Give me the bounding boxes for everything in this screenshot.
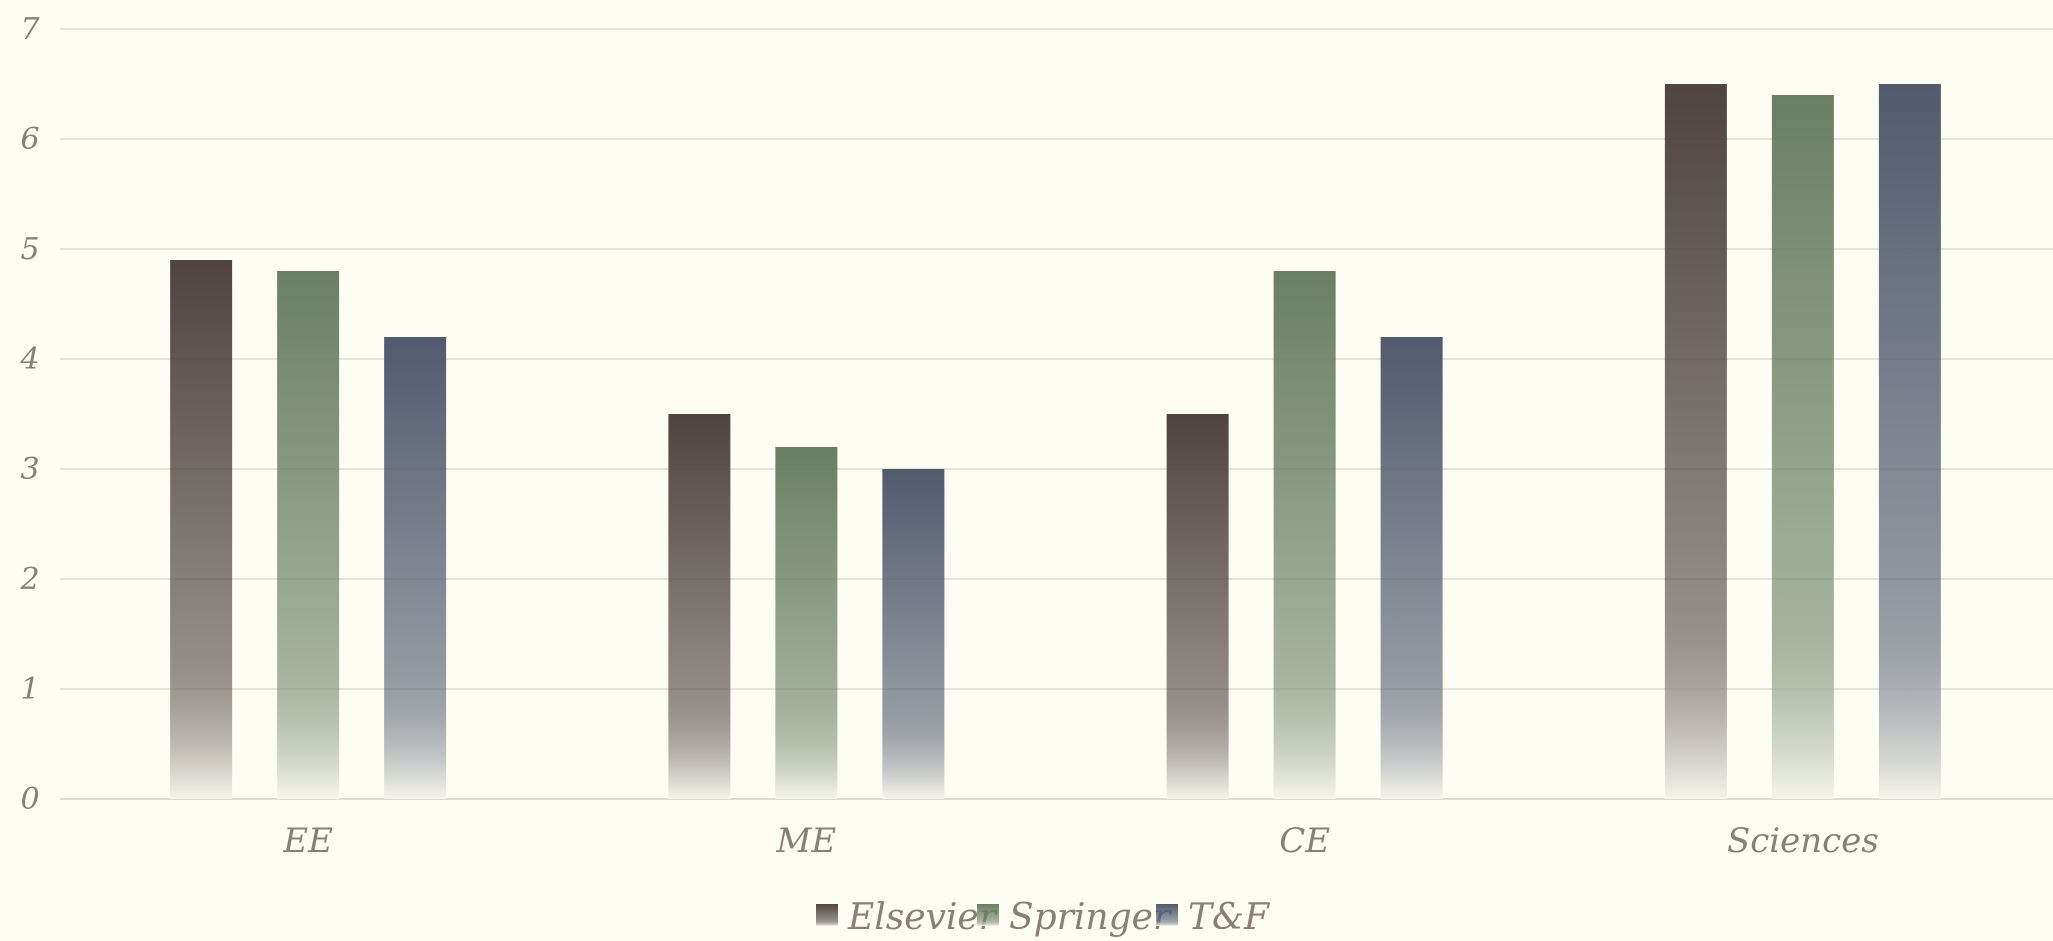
bar-elsevier-sciences (1664, 84, 1727, 799)
legend-swatch (977, 904, 999, 926)
y-tick-label: 4 (19, 342, 39, 377)
y-axis-ticks: 0 1 2 3 4 5 6 7 (19, 12, 40, 817)
bar-springer-ee (277, 271, 340, 799)
bar-springer-me (775, 447, 838, 799)
y-tick-label: 5 (20, 232, 39, 267)
bar-tf-sciences (1878, 84, 1941, 799)
x-category-label: Sciences (1727, 821, 1879, 861)
legend-item: Elsevier (816, 897, 998, 938)
bars (170, 84, 1941, 799)
bar-springer-sciences (1771, 95, 1834, 799)
gridlines (60, 28, 2053, 800)
bar-tf-ee (384, 337, 447, 799)
legend: Elsevier Springer T&F (816, 897, 1271, 938)
bar-elsevier-ee (170, 260, 233, 799)
legend-item: Springer (977, 897, 1172, 938)
y-tick-label: 7 (20, 12, 40, 47)
bar-elsevier-me (668, 414, 731, 799)
y-tick-label: 0 (20, 782, 39, 817)
bar-springer-ce (1273, 271, 1336, 799)
legend-label: T&F (1188, 897, 1271, 937)
legend-swatch (1156, 904, 1178, 926)
y-tick-label: 6 (20, 122, 39, 157)
bar-tf-me (882, 469, 945, 799)
x-axis-categories: EE ME CE Sciences (282, 821, 1878, 861)
x-category-label: ME (776, 821, 837, 861)
y-tick-label: 3 (20, 452, 39, 487)
legend-label: Elsevier (847, 897, 998, 937)
y-tick-label: 1 (20, 672, 39, 707)
x-category-label: EE (282, 821, 333, 861)
legend-swatch (816, 904, 838, 926)
y-tick-label: 2 (19, 562, 39, 597)
legend-item: T&F (1156, 897, 1271, 938)
x-category-label: CE (1279, 821, 1330, 861)
legend-label: Springer (1009, 897, 1172, 937)
bar-elsevier-ce (1166, 414, 1229, 799)
bar-tf-ce (1380, 337, 1443, 799)
